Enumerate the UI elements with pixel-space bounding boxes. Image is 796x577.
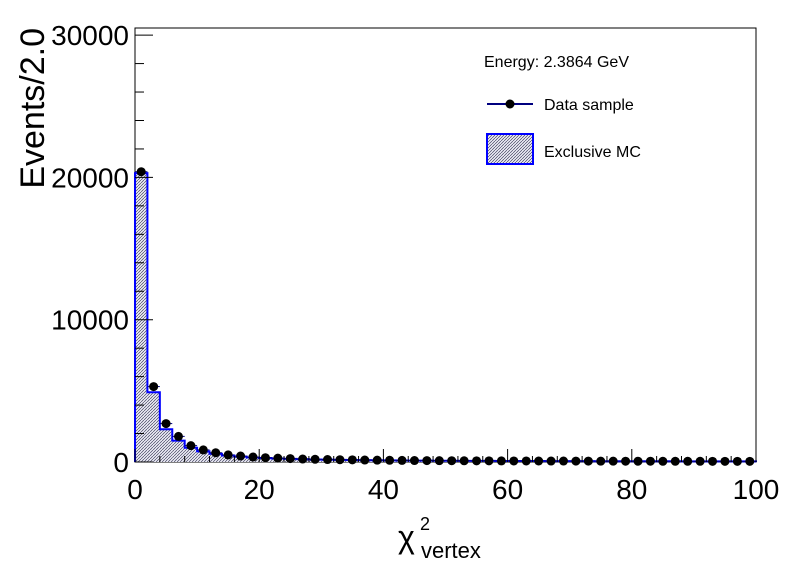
- data-points: [135, 167, 756, 466]
- data-point: [558, 456, 568, 466]
- data-point: [422, 456, 432, 466]
- legend-mc-label: Exclusive MC: [544, 144, 641, 161]
- data-point: [385, 455, 395, 465]
- mc-bin-bar: [197, 451, 210, 462]
- mc-bin-bar: [135, 173, 148, 462]
- data-point: [223, 450, 233, 460]
- axes: 0 20 40 60 80 100 0 10000 20000 30000: [51, 20, 779, 505]
- data-point: [298, 454, 308, 464]
- data-point: [484, 456, 494, 466]
- x-axis-label-base: χ: [398, 519, 415, 555]
- data-point: [583, 456, 593, 466]
- data-point: [633, 456, 643, 466]
- data-point: [434, 456, 444, 466]
- x-axis-label-superscript: 2: [420, 514, 430, 534]
- legend: Energy: 2.3864 GeV Data sample Exclusive…: [484, 54, 641, 165]
- data-point: [273, 453, 283, 463]
- data-point: [720, 456, 730, 466]
- data-point: [521, 456, 531, 466]
- legend-mc-swatch: [486, 133, 534, 165]
- y-tick-label: 30000: [51, 20, 129, 51]
- plot-frame: [134, 27, 757, 463]
- data-point: [335, 455, 345, 465]
- data-point: [323, 455, 333, 465]
- data-point: [496, 456, 506, 466]
- x-tick-label: 20: [244, 474, 275, 505]
- data-point: [198, 445, 208, 455]
- mc-bin-bar: [172, 440, 185, 462]
- x-tick-label: 0: [127, 474, 143, 505]
- data-point: [645, 456, 655, 466]
- x-tick-label: 60: [492, 474, 523, 505]
- mc-bin-bar: [147, 392, 160, 462]
- data-point: [658, 456, 668, 466]
- x-axis-label-subscript: vertex: [421, 538, 481, 563]
- data-point: [571, 456, 581, 466]
- data-point: [360, 455, 370, 465]
- data-point: [708, 456, 718, 466]
- data-point: [608, 456, 618, 466]
- mc-bin-bar: [159, 429, 173, 462]
- data-point: [409, 456, 419, 466]
- y-tick-label: 0: [113, 447, 129, 478]
- x-tick-label: 80: [616, 474, 647, 505]
- mc-bin-bar: [209, 453, 222, 462]
- data-point: [149, 382, 159, 392]
- data-point: [310, 454, 320, 464]
- y-tick-label: 10000: [51, 305, 129, 336]
- data-point: [260, 453, 270, 463]
- data-point: [596, 456, 606, 466]
- data-point: [509, 456, 519, 466]
- data-point: [621, 456, 631, 466]
- data-point: [211, 448, 221, 458]
- data-point: [397, 455, 407, 465]
- data-point: [285, 454, 295, 464]
- data-point: [447, 456, 457, 466]
- y-tick-label: 20000: [51, 162, 129, 193]
- data-point: [695, 456, 705, 466]
- data-point: [236, 451, 246, 461]
- data-point: [248, 452, 258, 462]
- data-point: [173, 431, 183, 441]
- mc-bin-bar: [184, 447, 198, 462]
- y-axis-label: Events/2.0: [14, 28, 52, 189]
- data-point: [186, 441, 196, 451]
- legend-data-marker: [505, 99, 515, 109]
- x-tick-label: 100: [733, 474, 780, 505]
- legend-data-label: Data sample: [544, 97, 634, 114]
- legend-header: Energy: 2.3864 GeV: [484, 54, 629, 71]
- data-point: [670, 456, 680, 466]
- x-axis-label: χ 2 vertex: [398, 514, 481, 563]
- data-point: [546, 456, 556, 466]
- data-point: [732, 456, 742, 466]
- data-point: [459, 456, 469, 466]
- data-point: [161, 419, 171, 429]
- data-point: [683, 456, 693, 466]
- data-point: [534, 456, 544, 466]
- data-point: [472, 456, 482, 466]
- x-tick-label: 40: [368, 474, 399, 505]
- data-point: [745, 456, 755, 466]
- data-point: [347, 455, 357, 465]
- data-point: [136, 167, 146, 177]
- data-point: [372, 455, 382, 465]
